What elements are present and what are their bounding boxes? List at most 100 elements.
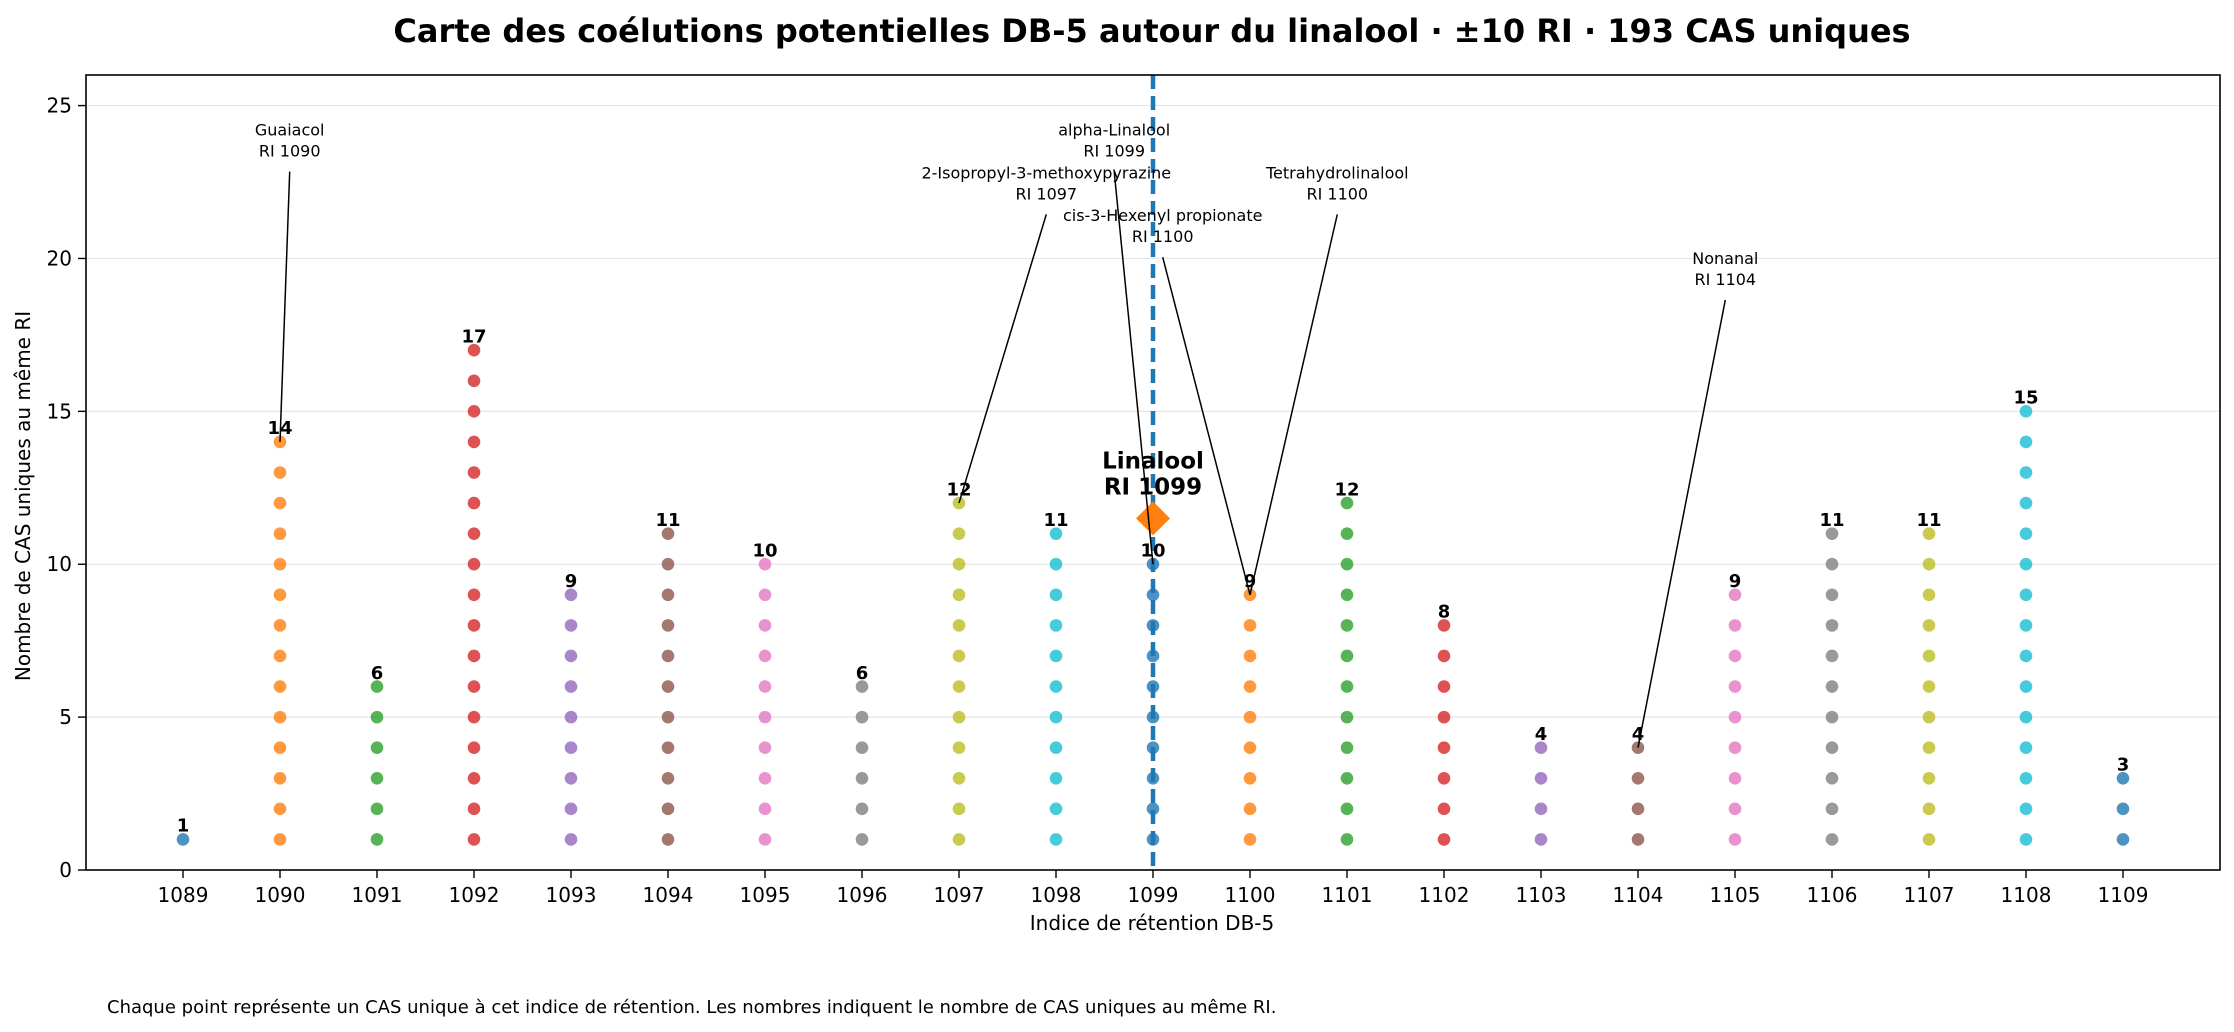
y-tick-label: 20 — [47, 246, 72, 270]
x-tick-label: 1093 — [546, 883, 597, 907]
data-point — [661, 680, 675, 693]
data-point — [1437, 833, 1451, 846]
data-point — [1728, 619, 1742, 632]
data-point — [1049, 710, 1063, 724]
data-point — [1728, 833, 1742, 846]
data-point — [467, 619, 481, 632]
data-point — [1146, 802, 1160, 816]
data-point — [2019, 619, 2033, 632]
data-point — [1146, 741, 1160, 754]
annotation-arrow — [958, 214, 1048, 504]
annotation-name: cis-3-Hexenyl propionate — [1063, 206, 1262, 225]
chart-title: Carte des coélutions potentielles DB-5 a… — [393, 12, 1910, 50]
data-point — [1825, 527, 1839, 540]
data-point — [1631, 833, 1645, 846]
data-point — [176, 833, 190, 846]
annotation-ri: RI 1104 — [1694, 270, 1756, 289]
linalool-marker — [1136, 501, 1170, 536]
data-point — [1922, 680, 1936, 693]
data-point — [564, 680, 578, 693]
data-point — [1146, 619, 1160, 632]
data-point — [1825, 557, 1839, 571]
data-point — [661, 588, 675, 602]
data-point — [661, 527, 675, 540]
data-point — [273, 771, 287, 785]
data-point — [564, 771, 578, 785]
data-point — [758, 833, 772, 846]
data-point — [661, 833, 675, 846]
y-tick-label: 15 — [47, 399, 72, 423]
count-label: 3 — [2117, 755, 2130, 776]
data-point — [952, 496, 966, 510]
data-point — [467, 771, 481, 785]
data-point — [273, 435, 287, 449]
annotation-ri: RI 1100 — [1306, 184, 1368, 203]
data-point — [1825, 771, 1839, 785]
data-point — [1340, 649, 1354, 663]
x-tick-label: 1105 — [1710, 883, 1761, 907]
data-point — [273, 680, 287, 693]
data-point — [273, 649, 287, 663]
data-point — [855, 802, 869, 816]
data-point — [273, 588, 287, 602]
data-point — [1243, 619, 1257, 632]
data-point — [1340, 496, 1354, 510]
data-point — [1922, 527, 1936, 540]
data-point — [2019, 405, 2033, 418]
data-point — [1922, 771, 1936, 785]
data-point — [952, 710, 966, 724]
data-point — [2019, 588, 2033, 602]
data-point — [1340, 802, 1354, 816]
annotation-arrow — [279, 171, 291, 442]
data-point — [2019, 680, 2033, 693]
data-point — [758, 619, 772, 632]
count-label: 15 — [2013, 388, 2038, 409]
data-point — [273, 710, 287, 724]
data-point — [1825, 833, 1839, 846]
data-point — [855, 680, 869, 693]
data-point — [661, 802, 675, 816]
footnote: Chaque point représente un CAS unique à … — [107, 997, 1276, 1018]
data-point — [952, 557, 966, 571]
data-point — [1922, 557, 1936, 571]
data-point — [1631, 802, 1645, 816]
data-point — [661, 557, 675, 571]
data-point — [1728, 741, 1742, 754]
data-point — [1340, 710, 1354, 724]
y-tick-label: 10 — [47, 552, 72, 576]
data-point — [1049, 527, 1063, 540]
x-tick-label: 1104 — [1613, 883, 1664, 907]
x-tick-label: 1100 — [1225, 883, 1276, 907]
data-point — [564, 833, 578, 846]
data-point — [952, 741, 966, 754]
data-point — [1146, 710, 1160, 724]
data-point — [1825, 710, 1839, 724]
data-point — [952, 619, 966, 632]
x-tick-label: 1096 — [837, 883, 888, 907]
data-point — [1922, 619, 1936, 632]
data-point — [1146, 649, 1160, 663]
count-label: 10 — [1140, 540, 1165, 561]
data-point — [273, 741, 287, 754]
x-tick-label: 1094 — [643, 883, 694, 907]
data-point — [2116, 833, 2130, 846]
count-label: 11 — [1043, 510, 1068, 531]
data-point — [1049, 802, 1063, 816]
data-point — [467, 496, 481, 510]
data-point — [564, 649, 578, 663]
data-point — [1922, 649, 1936, 663]
data-point — [467, 343, 481, 357]
data-point — [273, 466, 287, 479]
data-point — [1825, 680, 1839, 693]
data-point — [758, 771, 772, 785]
data-point — [1922, 588, 1936, 602]
data-point — [1534, 741, 1548, 754]
linalool-ri-label: RI 1099 — [1104, 474, 1202, 500]
data-point — [1049, 588, 1063, 602]
count-label: 11 — [655, 510, 680, 531]
data-point — [1049, 771, 1063, 785]
data-point — [370, 741, 384, 754]
data-point — [952, 527, 966, 540]
data-point — [2019, 833, 2033, 846]
data-point — [1243, 802, 1257, 816]
